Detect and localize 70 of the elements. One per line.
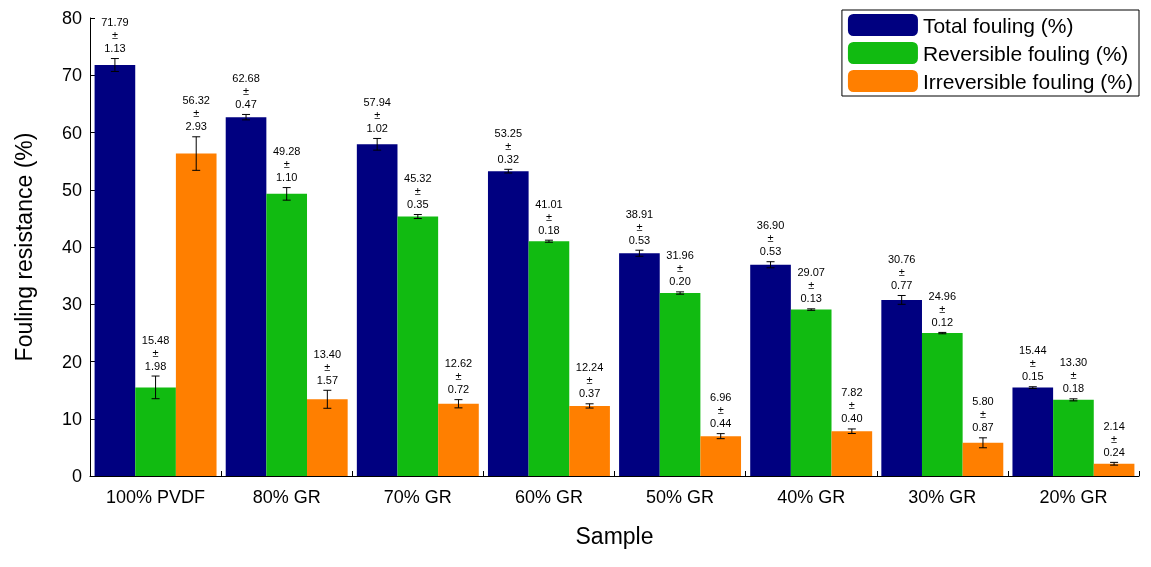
bar	[881, 299, 922, 476]
bar	[659, 293, 701, 476]
x-tick-label: 100% PVDF	[106, 487, 206, 507]
y-tick-label: 30	[61, 294, 82, 315]
legend-label: Reversible fouling (%)	[922, 41, 1129, 65]
bar	[135, 387, 176, 476]
bar	[397, 216, 439, 476]
legend-label: Irreversible fouling (%)	[922, 69, 1134, 93]
x-tick-label: 40% GR	[777, 487, 846, 507]
y-tick-label: 20	[61, 351, 82, 372]
bar	[831, 431, 873, 476]
bar	[175, 153, 217, 476]
bar	[962, 442, 1004, 476]
bar	[1053, 399, 1094, 476]
data-label: 38.91 ± 0.53	[625, 207, 654, 246]
data-label: 30.76 ± 0.77	[887, 252, 916, 291]
data-label: 29.07 ± 0.13	[797, 266, 825, 305]
data-label: 36.90 ± 0.53	[756, 219, 785, 258]
bar	[356, 144, 398, 476]
y-tick-label: 0	[71, 466, 82, 486]
y-tick-label: 10	[61, 408, 82, 429]
y-tick-label: 40	[61, 237, 82, 257]
data-label: 12.24 ± 0.37	[575, 361, 604, 400]
x-tick-label: 80% GR	[252, 487, 321, 507]
bar	[266, 193, 308, 476]
bar	[487, 171, 529, 476]
y-tick-label: 80	[61, 8, 82, 28]
x-tick-label: 20% GR	[1039, 487, 1108, 507]
data-label: 62.68 ± 0.47	[232, 71, 260, 110]
x-axis-title: Sample	[575, 522, 654, 549]
bar	[1012, 387, 1054, 476]
data-label: 13.40 ± 1.57	[313, 347, 342, 386]
bar	[1093, 463, 1135, 476]
bar	[528, 241, 570, 476]
data-label: 7.82 ± 0.40	[841, 386, 863, 425]
data-label: 56.32 ± 2.93	[182, 94, 210, 133]
bar	[619, 253, 660, 476]
data-label: 71.79 ± 1.13	[101, 16, 129, 55]
data-label: 53.25 ± 0.32	[494, 126, 523, 165]
data-label: 41.01 ± 0.18	[535, 197, 563, 236]
data-label: 45.32 ± 0.35	[404, 172, 432, 211]
bar	[790, 309, 832, 476]
bar	[307, 399, 348, 476]
bar	[94, 65, 136, 476]
data-label: 2.14 ± 0.24	[1103, 419, 1125, 458]
data-label: 12.62 ± 0.72	[444, 357, 473, 396]
y-axis-title: Fouling resistance (%)	[10, 132, 37, 362]
y-tick-label: 60	[61, 122, 82, 143]
data-label: 57.94 ± 1.02	[363, 95, 391, 134]
x-tick-label: 30% GR	[908, 487, 977, 507]
bar	[750, 264, 791, 476]
bar	[700, 436, 742, 476]
x-tick-label: 60% GR	[514, 487, 583, 507]
data-label: 24.96 ± 0.12	[928, 289, 957, 328]
data-label: 6.96 ± 0.44	[710, 391, 732, 430]
data-label: 13.30 ± 0.18	[1059, 356, 1088, 395]
y-tick-label: 50	[61, 179, 82, 200]
x-tick-label: 70% GR	[383, 487, 452, 507]
data-label: 15.48 ± 1.98	[141, 333, 170, 372]
bar	[921, 333, 963, 476]
bar	[438, 403, 479, 476]
data-label: 49.28 ± 1.10	[272, 145, 301, 184]
data-label: 31.96 ± 0.20	[666, 249, 694, 288]
y-tick-label: 70	[61, 65, 82, 86]
bar	[569, 405, 610, 476]
x-tick-label: 50% GR	[646, 487, 715, 507]
data-label: 5.80 ± 0.87	[972, 395, 994, 434]
data-label: 15.44 ± 0.15	[1019, 344, 1047, 383]
bar	[225, 117, 267, 476]
legend-label: Total fouling (%)	[922, 13, 1074, 37]
